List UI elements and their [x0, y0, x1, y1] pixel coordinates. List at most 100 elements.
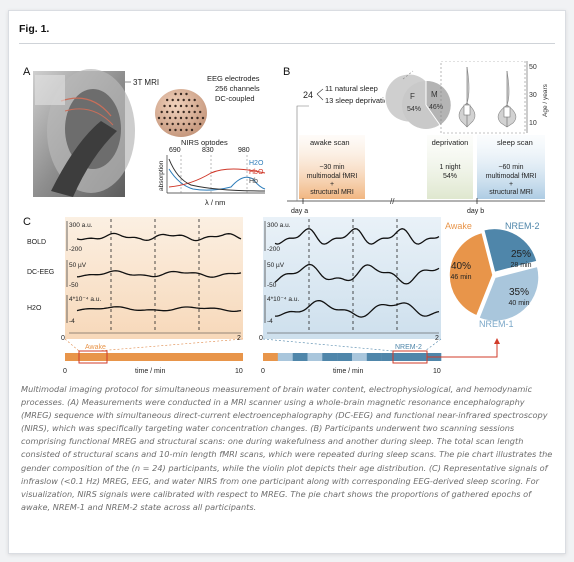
eeg-electrode-dot [177, 110, 180, 114]
eeg-electrode-dot [179, 104, 183, 108]
figure-panels: A 3T MRI EEG electrodes 256 channels DC-… [21, 61, 553, 381]
eeg-electrode-dot [160, 110, 163, 114]
pie-value-nrem1: 35% [509, 287, 529, 298]
eeg-electrode-dot [174, 116, 177, 120]
signal-trace [76, 232, 242, 242]
panel-a-label: A [23, 66, 31, 78]
right-bold-top-tick: 300 a.u. [267, 222, 291, 229]
signal-label-h2o: H2O [27, 305, 42, 312]
panel-b-label: B [283, 66, 290, 78]
eeg-electrode-dot [185, 116, 188, 120]
legend-hbo: HbO [249, 169, 264, 176]
nirs-label: NIRS optodes [181, 138, 228, 147]
pie-duration-nrem1: 40 min [508, 300, 529, 307]
wavelength-980: 980 [238, 147, 250, 154]
hypno-right-tick-0: 0 [261, 368, 265, 375]
awake-zoom-background [65, 217, 243, 339]
eeg-electrode-dot [188, 98, 191, 102]
awake-scan-line-1: ~30 min [319, 164, 344, 171]
mri-label: 3T MRI [133, 78, 159, 87]
hypnogram-segment [396, 353, 412, 361]
awake-scan-line-3: + [330, 181, 334, 188]
eeg-electrode-dot [174, 104, 177, 108]
eeg-electrode-dot [201, 116, 205, 120]
eeg-electrode-dot [168, 116, 172, 120]
signal-label-bold: BOLD [27, 239, 46, 246]
eeg-electrode-dot [188, 110, 191, 114]
hypnogram-awake-bar [65, 353, 243, 361]
eeg-electrode-dot [166, 122, 169, 126]
hypnogram-segment [337, 353, 353, 361]
hypnogram-segment [307, 353, 323, 361]
stage-pie-chart [448, 227, 540, 323]
sleep-scan-line-3: + [509, 181, 513, 188]
day-b-label: day b [467, 208, 484, 215]
pie-category-awake: Awake [445, 221, 472, 231]
eeg-line-2: 256 channels [215, 84, 260, 93]
hypno-right-xlabel: time / min [333, 368, 363, 375]
deprivation-box [427, 135, 473, 199]
right-zoom-tick-2: 2 [435, 335, 439, 342]
hypnogram-segment [352, 353, 368, 361]
pie-value-awake: 40% [451, 261, 471, 272]
left-bold-bottom-tick: -200 [69, 246, 82, 253]
right-h2o-top-tick: 4*10⁻⁴ a.u. [267, 296, 299, 303]
hypno-left-tick-0: 0 [63, 368, 67, 375]
age-axis-title: Age / years [542, 83, 549, 117]
age-tick-50: 50 [529, 64, 537, 71]
participant-total: 24 [303, 90, 313, 100]
eeg-electrode-dot [193, 122, 196, 126]
signal-trace [76, 306, 242, 313]
signal-traces [76, 228, 440, 318]
eeg-electrode-dot [168, 128, 172, 132]
eeg-electrode-dot [182, 98, 185, 102]
pie-pointer-arrowhead [494, 338, 500, 344]
eeg-electrode-dot [163, 104, 166, 108]
eeg-electrode-dot [199, 122, 202, 126]
title-divider [19, 43, 555, 44]
pie-category-nrem1: NREM-1 [479, 319, 514, 329]
hypno-left-tick-10: 10 [235, 368, 243, 375]
eeg-head-icon [155, 89, 207, 137]
absorption-ylabel: absorption [158, 160, 165, 191]
timeline-axis [287, 105, 545, 204]
sleep-scan-title: sleep scan [497, 138, 533, 147]
eeg-electrode-dot [182, 110, 185, 114]
pie-pointer-arrow [427, 341, 498, 358]
eeg-electrode-dot [160, 122, 163, 126]
figure-title: Fig. 1. [19, 23, 50, 35]
awake-scan-title: awake scan [310, 138, 350, 147]
eeg-electrode-dot [190, 104, 194, 108]
legend-hb: Hb [249, 178, 258, 185]
left-zoom-tick-2: 2 [237, 335, 241, 342]
eeg-electrode-dot [179, 92, 183, 96]
eeg-electrode-dot [163, 116, 166, 120]
wavelength-xlabel: λ / nm [205, 198, 225, 207]
awake-scan-line-2: multimodal fMRI [307, 173, 358, 180]
eeg-electrode-dot [196, 116, 199, 120]
pie-duration-awake: 46 min [450, 274, 471, 281]
deprivation-line-1: 1 night [439, 164, 460, 171]
wavelength-830: 830 [202, 147, 214, 154]
signal-label-dc-eeg: DC-EEG [27, 269, 54, 276]
eeg-electrode-dot [168, 104, 172, 108]
eeg-electrode-dot [188, 122, 191, 126]
hypnogram-segment [322, 353, 338, 361]
awake-scan-box [299, 135, 365, 199]
mri-photo [33, 69, 135, 197]
gender-m-value: 46% [429, 104, 443, 111]
signal-trace [274, 228, 440, 245]
figure-caption: Multimodal imaging protocol for simultan… [21, 384, 553, 512]
eeg-electrode-dot [177, 98, 180, 102]
eeg-electrode-dot [190, 128, 194, 132]
eeg-electrode-dot [171, 110, 174, 114]
pie-category-nrem2: NREM-2 [505, 221, 540, 231]
age-tick-30: 30 [529, 92, 537, 99]
sleep-scan-line-4: structural MRI [489, 189, 533, 196]
gender-m-label: M [431, 90, 438, 99]
hypnogram-segment [411, 353, 427, 361]
eeg-electrode-dot [182, 122, 185, 126]
age-violin-plot [440, 61, 528, 134]
sleep-scan-line-2: multimodal fMRI [486, 173, 537, 180]
eeg-electrode-dot [174, 92, 177, 96]
